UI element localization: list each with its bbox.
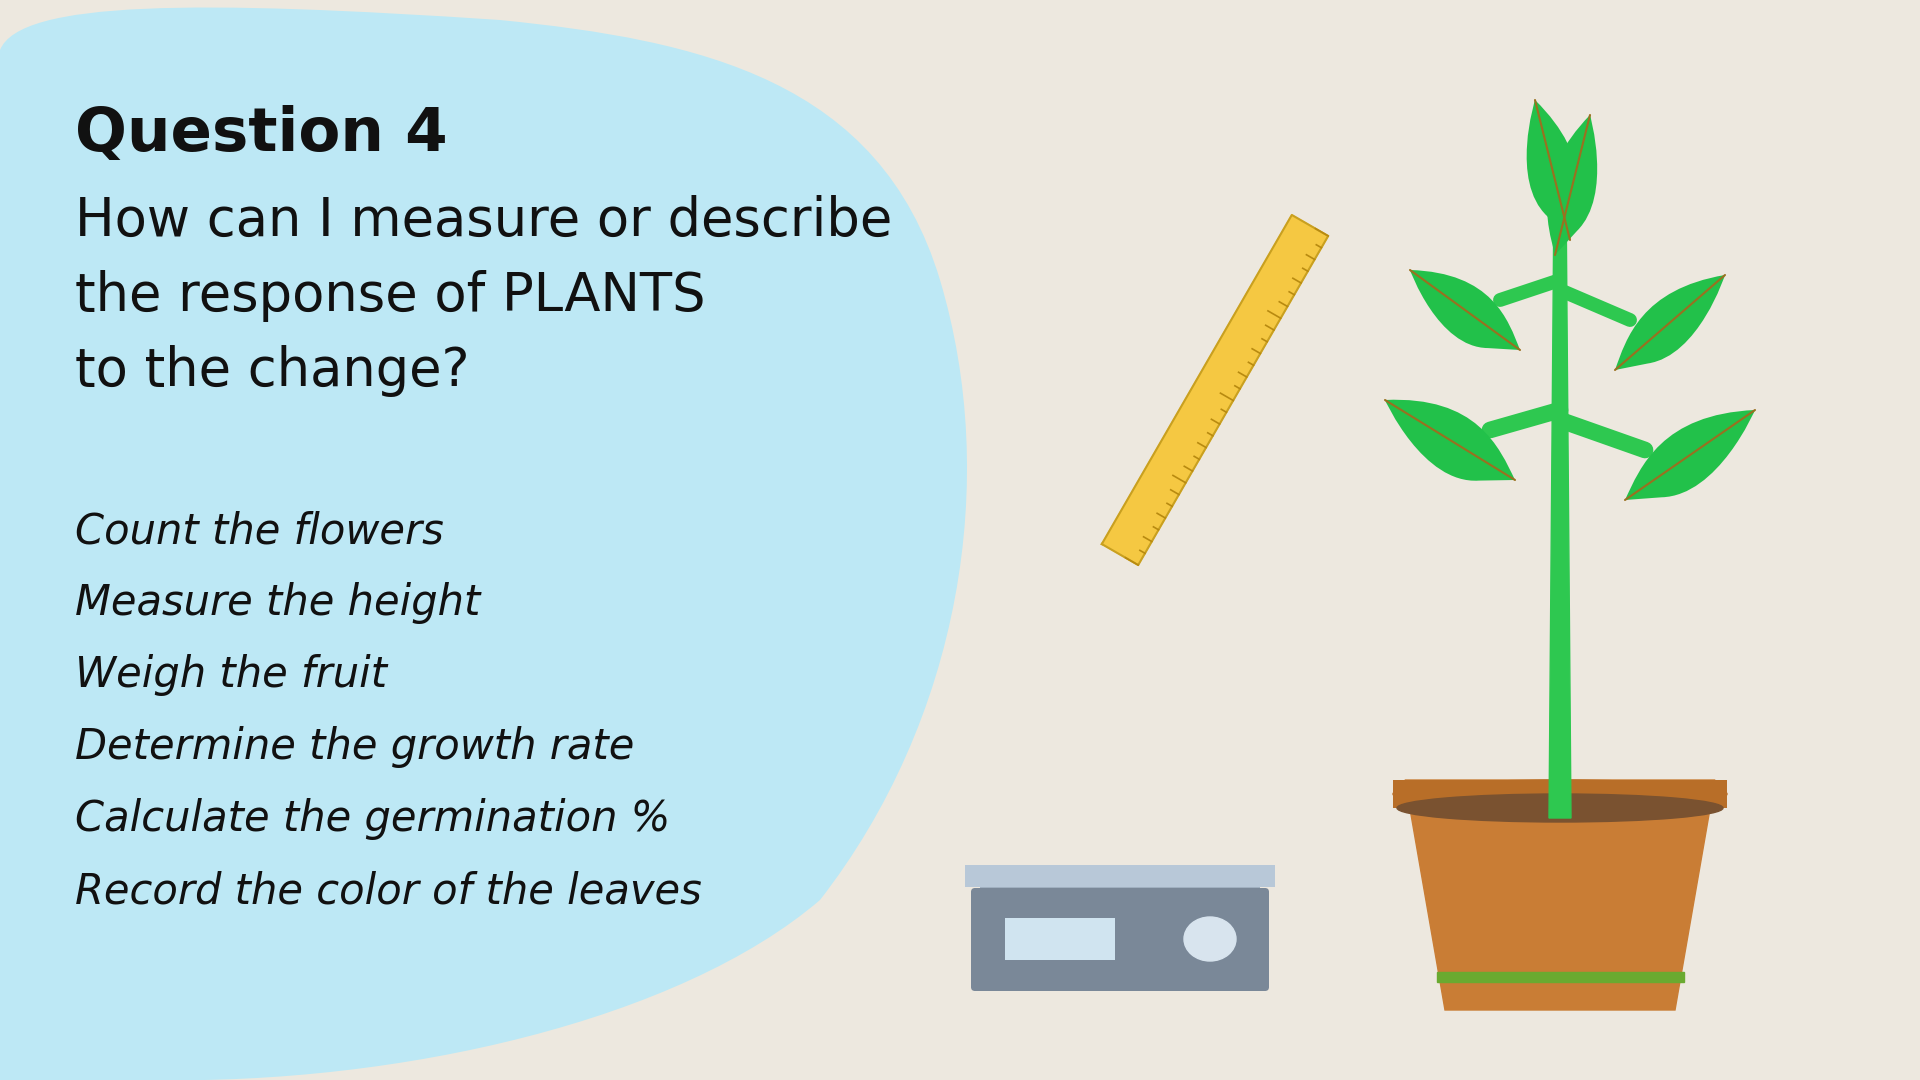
PathPatch shape [1548,114,1597,255]
Text: Question 4: Question 4 [75,105,447,164]
Bar [1436,972,1684,982]
Text: Record the color of the leaves: Record the color of the leaves [75,870,701,912]
Text: Determine the growth rate: Determine the growth rate [75,726,634,768]
Text: Count the flowers: Count the flowers [75,510,444,552]
FancyBboxPatch shape [972,888,1269,991]
Text: Calculate the germination %: Calculate the germination % [75,798,670,840]
Text: the response of PLANTS: the response of PLANTS [75,270,707,322]
PathPatch shape [1526,100,1578,240]
Ellipse shape [1398,794,1722,822]
Polygon shape [1549,190,1571,818]
Text: Measure the height: Measure the height [75,582,480,624]
Text: Weigh the fruit: Weigh the fruit [75,654,388,696]
Text: How can I measure or describe: How can I measure or describe [75,195,893,247]
PathPatch shape [1624,410,1755,500]
Ellipse shape [1394,780,1726,808]
Polygon shape [1102,215,1329,565]
Bar [966,865,1275,887]
PathPatch shape [1615,275,1724,370]
Text: to the change?: to the change? [75,345,470,397]
PathPatch shape [1384,400,1515,481]
Bar [979,887,1260,892]
PathPatch shape [1409,270,1521,350]
Bar [1004,918,1116,960]
Bar [1394,780,1726,808]
Polygon shape [1405,780,1715,1010]
Ellipse shape [1185,917,1236,961]
PathPatch shape [0,8,968,1080]
